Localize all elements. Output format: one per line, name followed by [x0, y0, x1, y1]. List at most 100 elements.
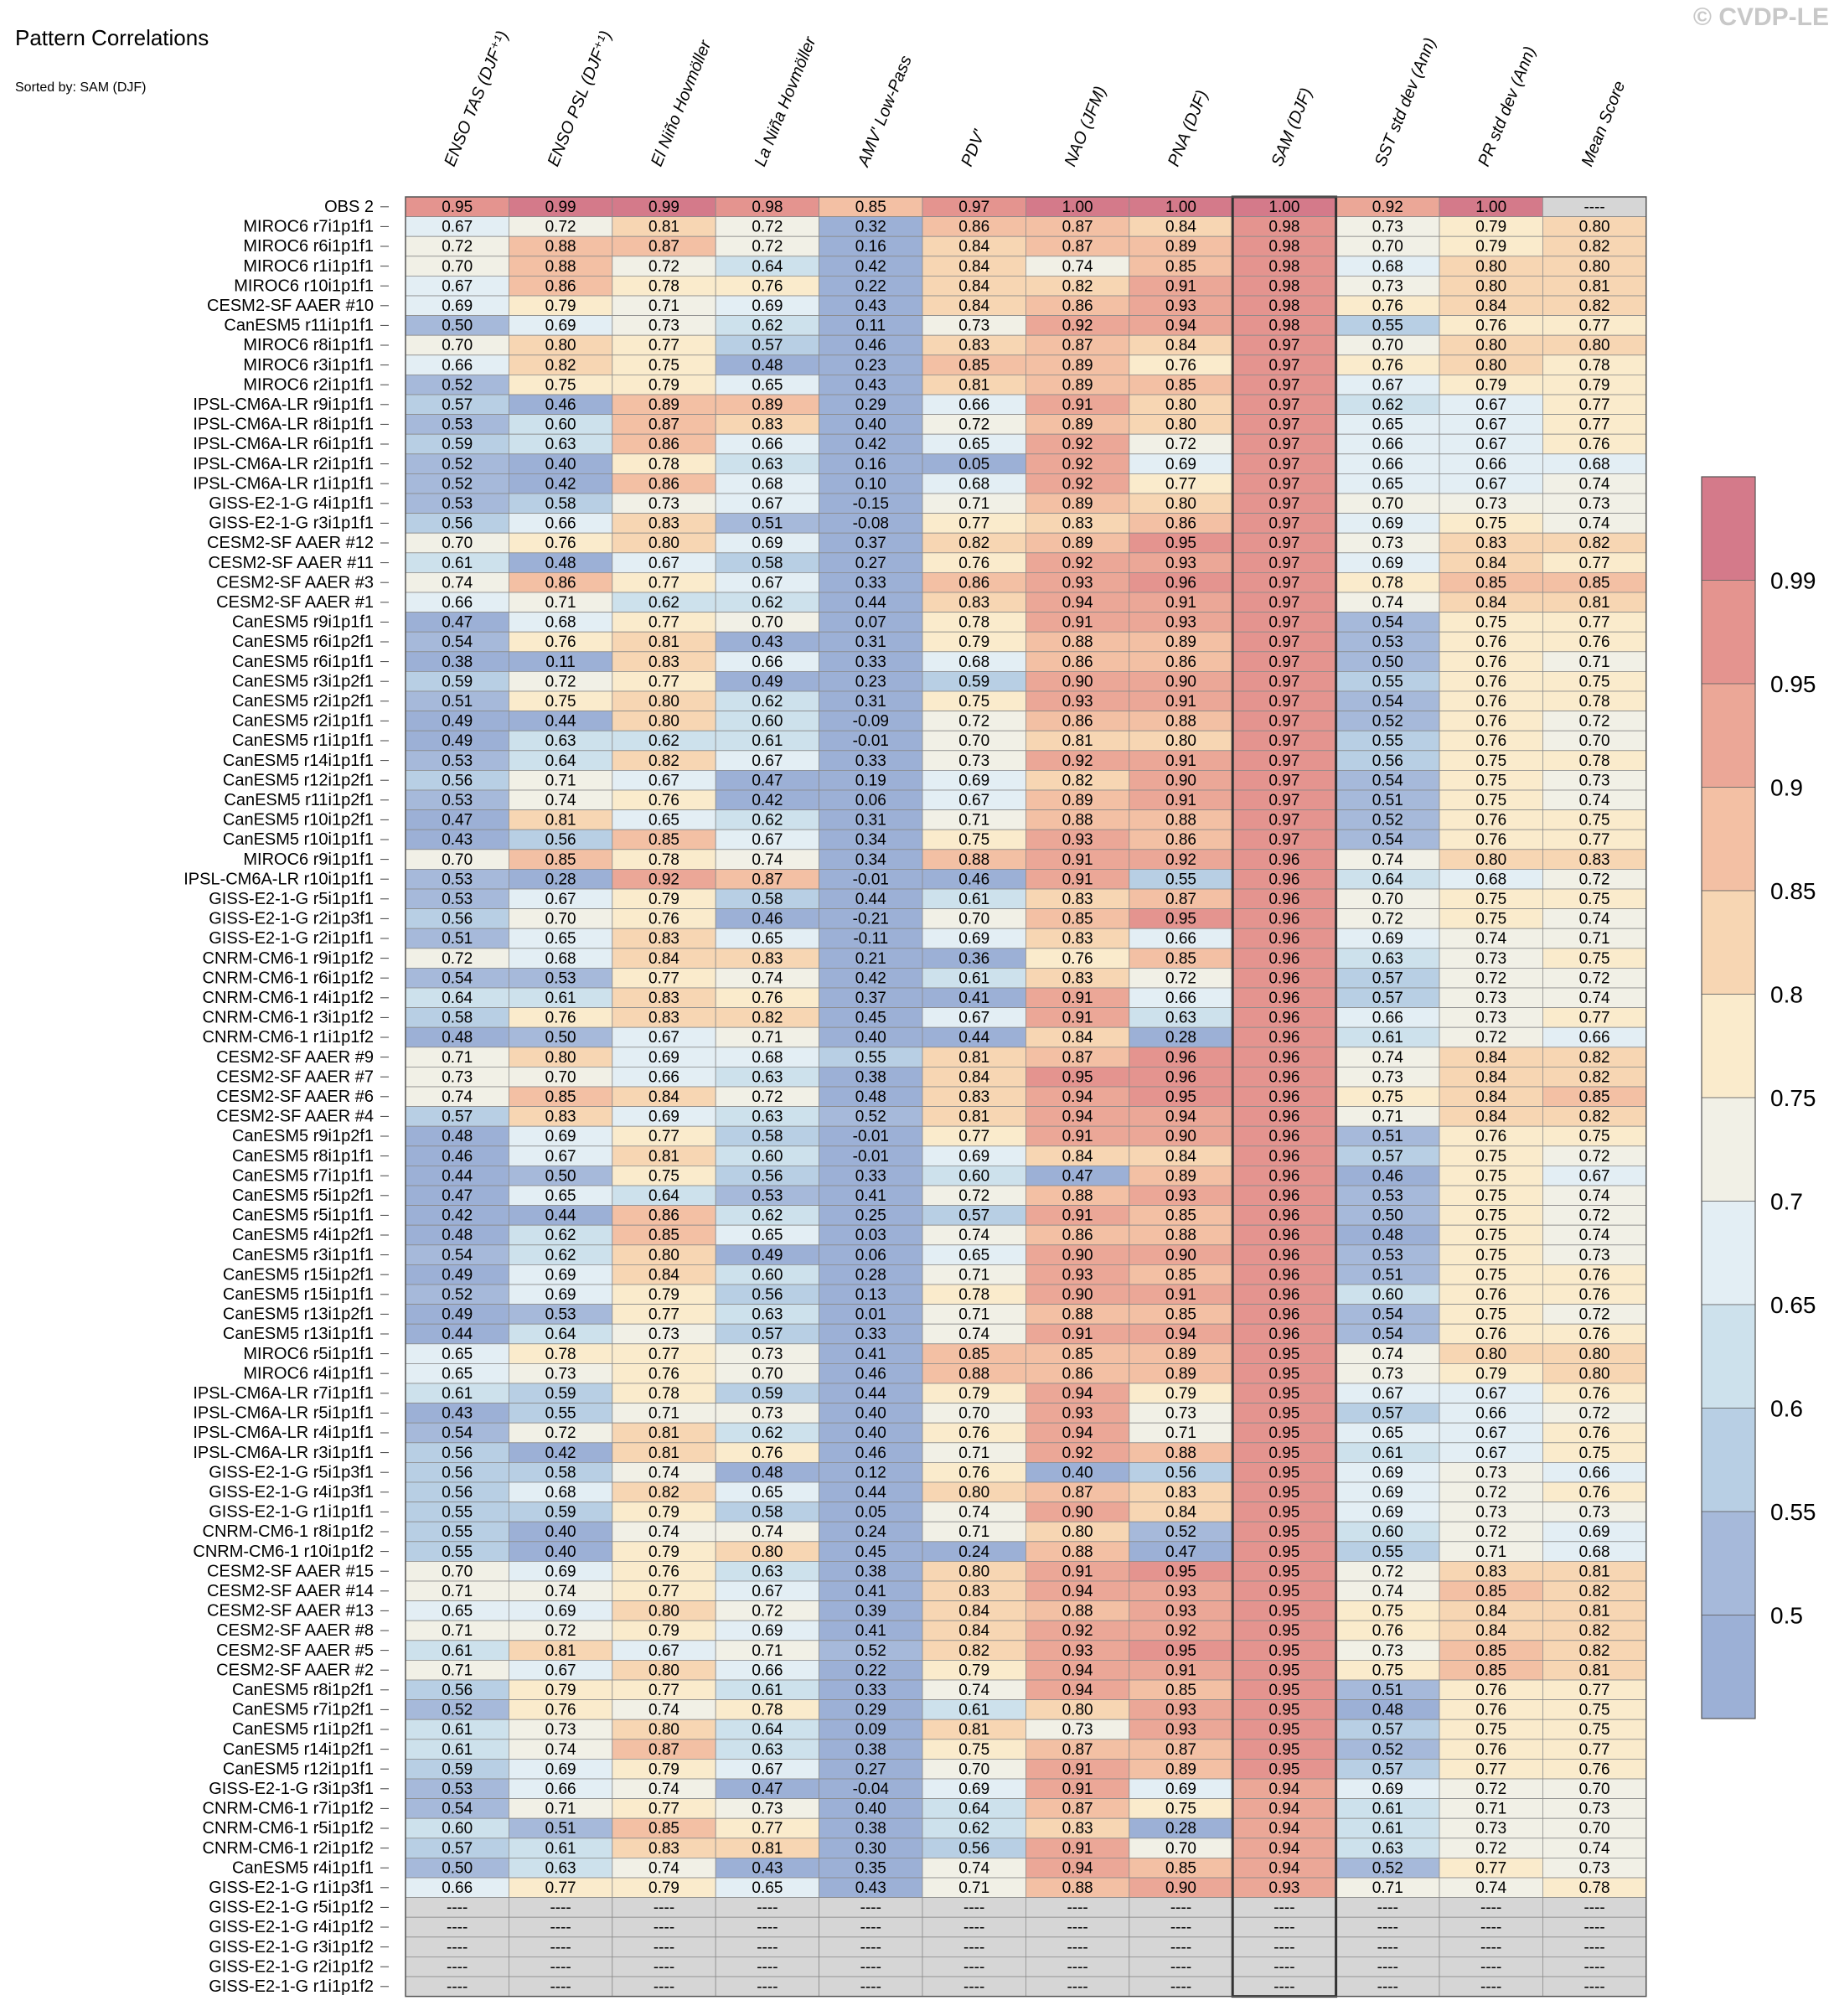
cell-value: 0.98	[1268, 277, 1299, 295]
cell-value: 0.94	[1165, 1326, 1196, 1343]
cell-value: ----	[654, 1919, 674, 1936]
cell-value: 0.87	[1062, 1049, 1093, 1067]
cell-value: 0.96	[1268, 1167, 1299, 1185]
cell-value: 0.59	[442, 1760, 473, 1778]
cell-value: 0.71	[958, 1879, 989, 1897]
cell-value: 0.92	[1062, 1445, 1093, 1462]
row-label: MIROC6 r7i1p1f1	[243, 218, 374, 236]
cell-value: 0.51	[1372, 1266, 1403, 1284]
cell-value: 0.90	[1062, 1286, 1093, 1304]
cell-value: 0.87	[648, 1741, 679, 1759]
cell-value: 0.53	[442, 871, 473, 888]
cell-value: 0.66	[1579, 1464, 1610, 1481]
cell-value: ----	[1273, 1978, 1294, 1996]
cell-value: 0.83	[1165, 1484, 1196, 1502]
cell-value: 0.82	[1579, 1583, 1610, 1600]
row-label: CanESM5 r4i1p2f1	[232, 1226, 374, 1244]
cell-value: 0.98	[752, 199, 783, 216]
cell-value: 0.91	[1062, 396, 1093, 414]
cell-value: 0.61	[958, 1702, 989, 1719]
cell-value: 0.61	[1372, 1445, 1403, 1462]
cell-value: 0.30	[855, 1840, 886, 1858]
cell-value: 0.75	[648, 1167, 679, 1185]
cell-value: 0.84	[648, 1266, 679, 1284]
cell-value: 0.78	[1579, 1879, 1610, 1897]
cell-value: 0.61	[1372, 1820, 1403, 1838]
cell-value: 0.75	[1579, 1721, 1610, 1739]
cell-value: 0.80	[1165, 396, 1196, 414]
cell-value: 0.74	[648, 1523, 679, 1541]
cell-value: 0.89	[1165, 633, 1196, 651]
row-label: CanESM5 r2i1p2f1	[232, 692, 374, 711]
row-label: MIROC6 r3i1p1f1	[243, 356, 374, 375]
cell-value: 0.84	[1475, 1622, 1506, 1640]
cell-value: 0.96	[1268, 1010, 1299, 1027]
cell-value: 0.62	[545, 1227, 576, 1244]
cell-value: 0.70	[1579, 1820, 1610, 1838]
cell-value: 0.99	[545, 199, 576, 216]
cell-value: 0.96	[1165, 1049, 1196, 1067]
cell-value: 0.53	[1372, 1187, 1403, 1205]
colorbar-swatch	[1701, 476, 1756, 581]
cell-value: 0.65	[545, 1187, 576, 1205]
cell-value: 0.49	[442, 732, 473, 750]
cell-value: 0.43	[752, 1859, 783, 1877]
cell-value: 0.55	[1165, 871, 1196, 888]
column-header: ENSO PSL (DJF⁺¹)	[545, 28, 616, 169]
cell-value: 0.67	[1372, 376, 1403, 394]
cell-value: 0.85	[1579, 1088, 1610, 1106]
cell-value: ----	[654, 1958, 674, 1976]
colorbar-tick-label: 0.65	[1770, 1292, 1816, 1318]
cell-value: 0.80	[1579, 258, 1610, 276]
cell-value: 0.28	[1165, 1029, 1196, 1047]
cell-value: 0.90	[1062, 673, 1093, 690]
cell-value: 0.55	[442, 1543, 473, 1561]
cell-value: 0.95	[1268, 1702, 1299, 1719]
cell-value: 0.55	[855, 1049, 886, 1067]
cell-value: 0.61	[958, 891, 989, 908]
cell-value: 0.47	[442, 614, 473, 632]
colorbar-tick-label: 0.85	[1770, 878, 1816, 904]
cell-value: 0.60	[752, 713, 783, 731]
row-label: CanESM5 r5i1p2f1	[232, 1186, 374, 1205]
cell-value: 0.97	[1268, 555, 1299, 572]
cell-value: 0.85	[1062, 911, 1093, 928]
cell-value: 0.77	[648, 673, 679, 690]
cell-value: 0.54	[442, 1801, 473, 1818]
cell-value: 0.27	[855, 1760, 886, 1778]
cell-value: 0.57	[1372, 1760, 1403, 1778]
cell-value: 0.71	[545, 772, 576, 789]
cell-value: 0.72	[1579, 1405, 1610, 1423]
row-label: CanESM5 r7i1p2f1	[232, 1701, 374, 1719]
cell-value: 0.93	[1268, 1879, 1299, 1897]
row-label: CanESM5 r6i1p2f1	[232, 633, 374, 651]
cell-value: 0.78	[648, 456, 679, 473]
cell-value: 0.66	[1165, 990, 1196, 1007]
cell-value: 0.53	[442, 891, 473, 908]
cell-value: 0.67	[1475, 396, 1506, 414]
cell-value: 0.62	[752, 1207, 783, 1225]
cell-value: 0.57	[442, 1109, 473, 1126]
cell-value: 0.60	[752, 1148, 783, 1166]
cell-value: 0.80	[1475, 337, 1506, 354]
cell-value: 0.85	[1579, 574, 1610, 592]
cell-value: 0.80	[1579, 1346, 1610, 1363]
cell-value: 0.97	[1268, 594, 1299, 612]
cell-value: 0.59	[442, 436, 473, 453]
cell-value: 0.70	[1165, 1840, 1196, 1858]
cell-value: 0.70	[958, 1405, 989, 1423]
cell-value: 0.61	[442, 1385, 473, 1403]
cell-value: 0.43	[442, 1405, 473, 1423]
cell-value: 0.52	[442, 1702, 473, 1719]
cell-value: 0.95	[1165, 535, 1196, 552]
cell-value: 0.94	[1062, 1682, 1093, 1699]
row-label: CNRM-CM6-1 r2i1p1f2	[203, 1839, 375, 1858]
cell-value: 0.75	[1475, 614, 1506, 632]
cell-value: 0.54	[1372, 1306, 1403, 1324]
cell-value: 0.65	[752, 1484, 783, 1502]
cell-value: 0.67	[545, 1148, 576, 1166]
cell-value: 0.46	[855, 1445, 886, 1462]
cell-value: 0.56	[442, 1445, 473, 1462]
cell-value: 0.91	[1062, 1840, 1093, 1858]
cell-value: 0.61	[442, 1721, 473, 1739]
